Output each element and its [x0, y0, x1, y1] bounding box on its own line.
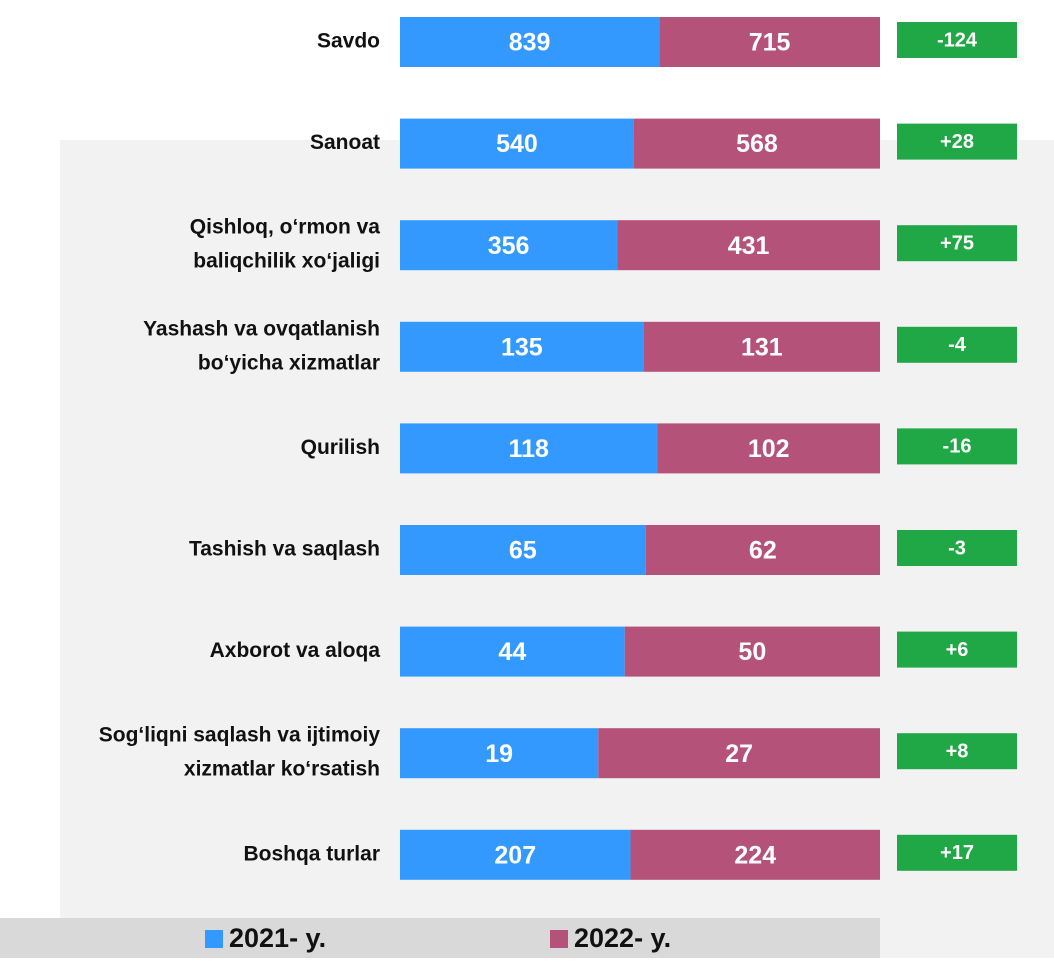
category-label: bo‘yicha xizmatlar	[198, 351, 380, 374]
value-label: 131	[741, 333, 783, 361]
change-box	[897, 733, 1017, 770]
category-label: Tashish va saqlash	[189, 538, 380, 561]
change-box	[897, 326, 1017, 363]
value-label: 27	[725, 740, 753, 768]
value-label: 118	[509, 435, 549, 463]
bar-segment	[624, 626, 880, 677]
bar-segment	[400, 728, 599, 779]
value-label: 102	[748, 435, 790, 463]
value-label: 224	[734, 841, 776, 869]
value-label: 207	[494, 841, 536, 869]
change-box	[897, 530, 1017, 566]
value-label: 19	[485, 740, 513, 768]
change-label: +8	[946, 740, 969, 762]
bar-segment	[657, 423, 880, 474]
bar-segment	[630, 829, 880, 880]
bar-segment	[400, 220, 618, 271]
value-label: 62	[749, 537, 777, 565]
value-label: 839	[509, 29, 551, 57]
change-box	[897, 834, 1017, 871]
value-label: 356	[488, 232, 530, 260]
category-label: baliqchilik xo‘jaligi	[193, 250, 380, 273]
bar-segment	[645, 525, 880, 575]
bar-segment	[400, 118, 634, 169]
change-box	[897, 428, 1017, 465]
value-label: 715	[749, 29, 791, 57]
bar-segment	[400, 423, 658, 474]
value-label: 431	[728, 232, 770, 260]
bar-segment	[643, 321, 880, 372]
bar-segment	[400, 829, 631, 880]
category-label: xizmatlar ko‘rsatish	[184, 758, 380, 781]
value-label: 135	[501, 333, 543, 361]
value-label: 50	[738, 638, 766, 666]
change-box	[897, 22, 1017, 58]
bar-segment	[400, 321, 644, 372]
value-label: 568	[736, 130, 778, 158]
change-box	[897, 225, 1017, 262]
change-label: +6	[946, 639, 969, 661]
value-label: 65	[509, 537, 537, 565]
change-label: +17	[940, 842, 974, 864]
category-label: Qurilish	[301, 436, 380, 459]
value-label: 44	[498, 638, 526, 666]
change-box	[897, 123, 1017, 160]
change-label: -4	[948, 334, 967, 356]
category-label: Savdo	[317, 30, 380, 53]
change-box	[897, 631, 1017, 668]
bar-segment	[633, 118, 880, 169]
legend-band	[0, 918, 880, 958]
category-label: Yashash va ovqatlanish	[143, 317, 380, 340]
category-label: Boshqa turlar	[243, 842, 380, 865]
legend-swatch	[550, 930, 568, 948]
change-label: -16	[943, 436, 972, 458]
bar-segment	[400, 525, 646, 575]
change-label: -124	[937, 29, 978, 51]
value-label: 540	[496, 130, 538, 158]
category-label: Qishloq, o‘rmon va	[190, 216, 381, 239]
category-label: Sanoat	[310, 131, 380, 154]
category-label: Sog‘liqni saqlash va ijtimoiy	[99, 724, 381, 747]
bar-segment	[617, 220, 880, 271]
bar-segment	[400, 626, 625, 677]
change-label: +28	[940, 131, 974, 153]
change-label: +75	[940, 232, 974, 254]
legend-swatch	[205, 930, 223, 948]
category-label: Axborot va aloqa	[210, 639, 381, 662]
bar-segment	[400, 17, 660, 67]
change-label: -3	[948, 537, 966, 559]
legend-label: 2022- y.	[574, 923, 671, 953]
bar-segment	[598, 728, 880, 779]
legend-label: 2021- y.	[229, 923, 326, 953]
bar-segment	[659, 17, 880, 67]
